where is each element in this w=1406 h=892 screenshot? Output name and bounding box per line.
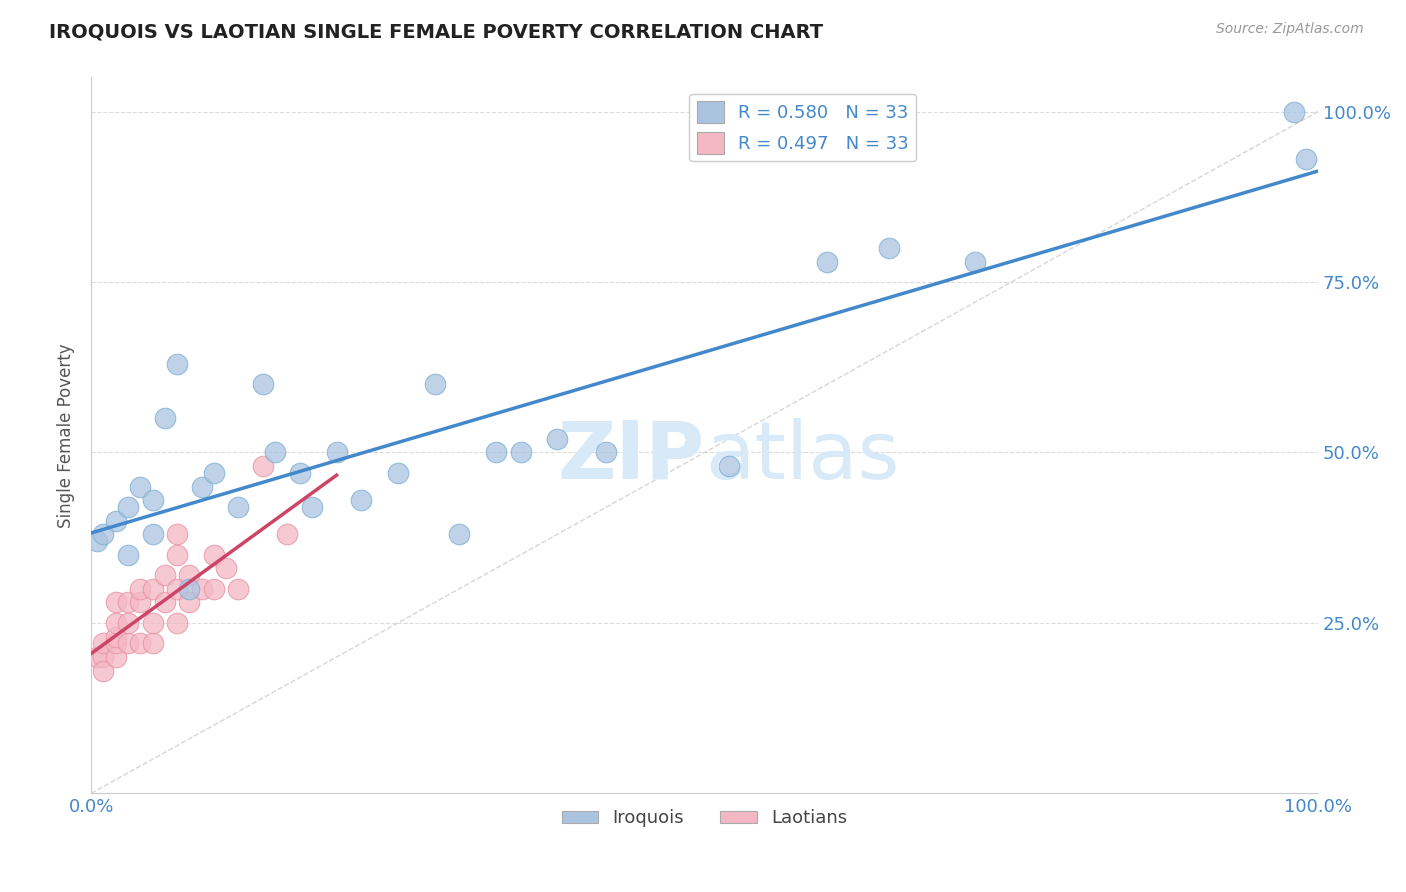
Point	[117, 595, 139, 609]
Point	[129, 595, 152, 609]
Point	[718, 459, 741, 474]
Point	[117, 500, 139, 514]
Point	[595, 445, 617, 459]
Point	[166, 527, 188, 541]
Point	[166, 548, 188, 562]
Point	[546, 432, 568, 446]
Point	[325, 445, 347, 459]
Point	[228, 500, 250, 514]
Point	[166, 357, 188, 371]
Point	[141, 493, 163, 508]
Point	[190, 479, 212, 493]
Point	[228, 582, 250, 596]
Point	[117, 636, 139, 650]
Text: atlas: atlas	[704, 417, 898, 496]
Point	[202, 548, 225, 562]
Point	[301, 500, 323, 514]
Point	[190, 582, 212, 596]
Point	[963, 254, 986, 268]
Point	[141, 615, 163, 630]
Point	[449, 527, 471, 541]
Point	[877, 241, 900, 255]
Point	[202, 466, 225, 480]
Point	[153, 568, 176, 582]
Point	[264, 445, 287, 459]
Point	[1295, 153, 1317, 167]
Point	[141, 636, 163, 650]
Point	[166, 615, 188, 630]
Point	[509, 445, 531, 459]
Point	[141, 582, 163, 596]
Point	[1282, 104, 1305, 119]
Point	[179, 568, 201, 582]
Point	[93, 664, 115, 678]
Point	[86, 534, 108, 549]
Text: ZIP: ZIP	[557, 417, 704, 496]
Point	[104, 514, 127, 528]
Legend: Iroquois, Laotians: Iroquois, Laotians	[555, 802, 855, 834]
Point	[485, 445, 508, 459]
Point	[179, 595, 201, 609]
Point	[104, 630, 127, 644]
Point	[252, 377, 274, 392]
Point	[153, 595, 176, 609]
Point	[288, 466, 311, 480]
Text: Source: ZipAtlas.com: Source: ZipAtlas.com	[1216, 22, 1364, 37]
Point	[93, 636, 115, 650]
Text: IROQUOIS VS LAOTIAN SINGLE FEMALE POVERTY CORRELATION CHART: IROQUOIS VS LAOTIAN SINGLE FEMALE POVERT…	[49, 22, 824, 41]
Point	[129, 636, 152, 650]
Point	[387, 466, 409, 480]
Point	[141, 527, 163, 541]
Point	[117, 548, 139, 562]
Point	[350, 493, 373, 508]
Point	[129, 479, 152, 493]
Point	[117, 615, 139, 630]
Point	[252, 459, 274, 474]
Point	[166, 582, 188, 596]
Point	[104, 650, 127, 665]
Point	[153, 411, 176, 425]
Point	[93, 650, 115, 665]
Point	[86, 650, 108, 665]
Point	[104, 615, 127, 630]
Point	[202, 582, 225, 596]
Point	[276, 527, 298, 541]
Point	[215, 561, 238, 575]
Y-axis label: Single Female Poverty: Single Female Poverty	[58, 343, 75, 528]
Point	[93, 527, 115, 541]
Point	[104, 595, 127, 609]
Point	[129, 582, 152, 596]
Point	[179, 582, 201, 596]
Point	[104, 636, 127, 650]
Point	[423, 377, 446, 392]
Point	[815, 254, 838, 268]
